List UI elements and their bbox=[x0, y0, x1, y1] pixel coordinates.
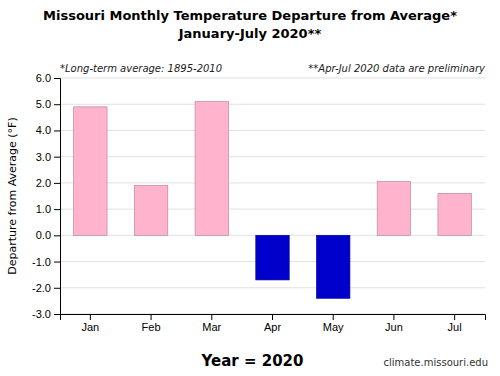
tick-mark bbox=[54, 262, 60, 263]
tick-mark bbox=[90, 314, 91, 320]
tick-label: 2.0 bbox=[36, 177, 51, 189]
tick-mark bbox=[393, 314, 394, 320]
axis-line bbox=[54, 79, 61, 315]
axis-line bbox=[61, 315, 486, 321]
tick-mark bbox=[54, 104, 60, 105]
tick-label: Mar bbox=[202, 321, 221, 333]
y-tick: 6.0 bbox=[36, 72, 60, 84]
tick-mark bbox=[54, 288, 60, 289]
tick-label: 4.0 bbox=[36, 124, 51, 136]
tick-mark bbox=[272, 314, 273, 320]
bar bbox=[74, 107, 107, 235]
grid-line bbox=[60, 156, 485, 157]
y-axis: -3.0 -2.0 -1.0 0.0 1.0 2.0 3.0 4.0 5.0 6.0 bbox=[32, 72, 60, 320]
bar bbox=[438, 193, 471, 235]
y-tick: -1.0 bbox=[32, 256, 60, 268]
grid-line bbox=[60, 287, 485, 288]
x-tick: Feb bbox=[142, 314, 161, 333]
bar bbox=[317, 235, 350, 298]
tick-label: Jun bbox=[385, 321, 403, 333]
tick-label: 0.0 bbox=[36, 229, 51, 241]
plot-area: -3.0 -2.0 -1.0 0.0 1.0 2.0 3.0 4.0 5.0 6.0 Jan Feb M… bbox=[32, 72, 485, 333]
y-tick: 2.0 bbox=[36, 177, 60, 189]
bars bbox=[74, 102, 472, 299]
subtitle: January-July 2020** bbox=[178, 26, 322, 41]
tick-mark bbox=[54, 209, 60, 210]
grid-line bbox=[60, 130, 485, 131]
annotation: **Apr-Jul 2020 data are preliminary bbox=[308, 63, 486, 74]
tick-label: Jul bbox=[448, 321, 462, 333]
x-axis-title: Year = 2020 bbox=[201, 352, 304, 370]
tick-mark bbox=[54, 78, 60, 79]
tick-mark bbox=[211, 314, 212, 320]
bar bbox=[195, 102, 228, 236]
y-tick: -2.0 bbox=[32, 282, 60, 294]
chart-container: Missouri Monthly Temperature Departure f… bbox=[0, 0, 500, 376]
y-tick: 3.0 bbox=[36, 151, 60, 163]
grid bbox=[60, 78, 485, 314]
grid-line bbox=[60, 78, 485, 79]
bar bbox=[377, 182, 410, 236]
tick-mark bbox=[151, 314, 152, 320]
annotation: *Long-term average: 1895-2010 bbox=[60, 63, 222, 74]
annotation: climate.missouri.edu bbox=[384, 357, 488, 368]
title: Missouri Monthly Temperature Departure f… bbox=[43, 8, 457, 23]
tick-label: Apr bbox=[264, 321, 281, 333]
tick-mark bbox=[54, 314, 60, 315]
tick-label: -2.0 bbox=[32, 282, 51, 294]
tick-mark bbox=[54, 183, 60, 184]
y-tick: 5.0 bbox=[36, 98, 60, 110]
tick-label: Jan bbox=[81, 321, 99, 333]
x-axis: Jan Feb Mar Apr May Jun Jul bbox=[61, 314, 486, 333]
y-tick: 1.0 bbox=[36, 203, 60, 215]
x-tick: Mar bbox=[202, 314, 221, 333]
chart-svg: Missouri Monthly Temperature Departure f… bbox=[0, 0, 500, 376]
tick-label: May bbox=[323, 321, 344, 333]
tick-mark bbox=[54, 235, 60, 236]
grid-line bbox=[60, 104, 485, 105]
grid-line bbox=[60, 209, 485, 210]
tick-label: 6.0 bbox=[36, 72, 51, 84]
tick-label: 5.0 bbox=[36, 98, 51, 110]
bar bbox=[134, 186, 167, 236]
tick-label: 3.0 bbox=[36, 151, 51, 163]
x-tick: Jun bbox=[385, 314, 403, 333]
y-tick: 4.0 bbox=[36, 124, 60, 136]
x-tick: Jan bbox=[81, 314, 99, 333]
tick-mark bbox=[333, 314, 334, 320]
tick-label: -1.0 bbox=[32, 256, 51, 268]
tick-label: 1.0 bbox=[36, 203, 51, 215]
tick-mark bbox=[454, 314, 455, 320]
tick-mark bbox=[54, 157, 60, 158]
grid-line bbox=[60, 182, 485, 183]
bar bbox=[256, 235, 289, 280]
y-tick: 0.0 bbox=[36, 229, 60, 241]
x-tick: May bbox=[323, 314, 344, 333]
x-tick: Apr bbox=[264, 314, 281, 333]
tick-label: Feb bbox=[142, 321, 161, 333]
tick-mark bbox=[54, 130, 60, 131]
tick-label: -3.0 bbox=[32, 308, 51, 320]
x-tick: Jul bbox=[448, 314, 462, 333]
y-tick: -3.0 bbox=[32, 308, 60, 320]
y-axis-title: Departure from Average (°F) bbox=[6, 117, 19, 275]
